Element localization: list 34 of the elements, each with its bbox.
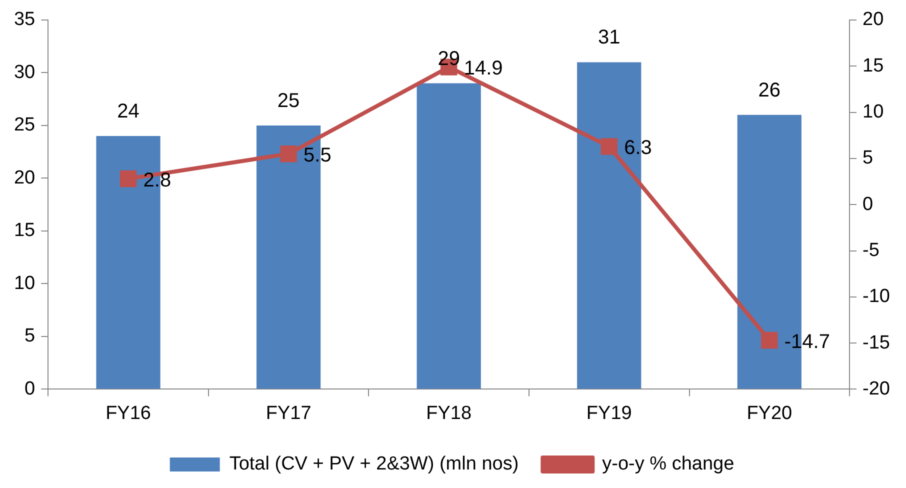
y-tick-label: 25 — [14, 114, 36, 136]
x-tick-label: FY18 — [426, 402, 472, 424]
data-label: 26 — [758, 79, 781, 102]
y-tick-label: 0 — [24, 378, 36, 400]
point — [280, 145, 297, 162]
x-tick-label: FY20 — [746, 402, 792, 424]
y2-tick-label: -5 — [862, 240, 880, 261]
y-tick-label: 20 — [14, 167, 36, 188]
y-tick-label: 5 — [24, 326, 36, 347]
y-tick-label: 15 — [14, 220, 36, 242]
legend-label: Total (CV + PV + 2&3W) (mln nos) — [229, 454, 519, 475]
y-tick-label: 35 — [14, 9, 36, 30]
x-tick-label: FY19 — [586, 402, 632, 424]
x-tick-label: FY16 — [106, 402, 151, 424]
point — [761, 332, 778, 349]
data-label: 31 — [598, 26, 620, 49]
bar — [416, 83, 481, 389]
data-label: 14.9 — [464, 58, 503, 80]
data-label: 25 — [277, 90, 300, 112]
point — [120, 170, 137, 188]
y-tick-label: 10 — [14, 272, 36, 294]
y2-tick-label: 0 — [862, 194, 874, 215]
data-label: 24 — [117, 100, 140, 123]
y2-tick-label: -20 — [862, 378, 890, 400]
y-tick-label: 30 — [14, 62, 36, 83]
y2-tick-label: -10 — [862, 286, 890, 308]
legend-label: y-o-y % change — [602, 454, 734, 475]
x-tick-label: FY17 — [266, 402, 312, 424]
point — [600, 138, 618, 155]
y2-tick-label: 20 — [862, 9, 884, 30]
y2-tick-label: 5 — [862, 148, 874, 169]
y2-tick-label: 15 — [862, 55, 884, 76]
y2-tick-label: 10 — [862, 102, 884, 123]
y2-tick-label: -15 — [862, 332, 890, 354]
